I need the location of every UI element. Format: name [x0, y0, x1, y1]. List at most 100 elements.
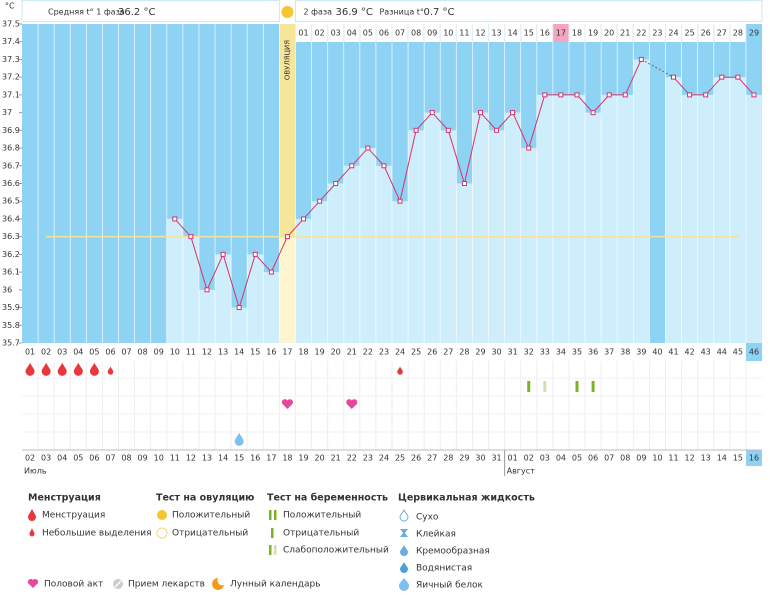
bar — [617, 94, 634, 343]
date-label: 27 — [427, 454, 437, 463]
header-text: Разница t° — [379, 8, 423, 17]
phase2-cell — [649, 24, 665, 42]
phase2-cell — [376, 24, 392, 42]
temperature-point — [284, 234, 290, 240]
phase2-day: 03 — [331, 29, 341, 38]
legend-item: Небольшие выделения — [42, 529, 152, 539]
bar — [504, 112, 521, 343]
date-label: 15 — [733, 454, 743, 463]
x-tick-label: 09 — [154, 348, 164, 357]
x-tick-label: 17 — [282, 348, 292, 357]
bar — [601, 94, 618, 343]
phase2-cell — [714, 24, 730, 42]
date-label: 06 — [588, 454, 598, 463]
header-text: 0.7 °С — [423, 7, 454, 18]
x-tick-label: 19 — [315, 348, 325, 357]
date-label: 05 — [73, 454, 83, 463]
sex-icon — [346, 399, 358, 409]
phase2-day: 17 — [556, 29, 566, 38]
bar — [215, 254, 232, 343]
temperature-point — [381, 163, 387, 169]
y-tick-label: 36.2 — [2, 250, 20, 259]
x-tick-label: 15 — [250, 348, 260, 357]
y-tick-label: 35.7 — [2, 339, 20, 348]
x-tick-label: 21 — [347, 348, 357, 357]
today-cell — [745, 343, 762, 361]
icon — [269, 545, 272, 555]
bar — [279, 236, 296, 343]
phase2-cell — [489, 24, 505, 42]
date-label: 22 — [347, 454, 357, 463]
icon — [269, 510, 272, 520]
x-tick-label: 39 — [636, 348, 646, 357]
highlight-column — [552, 24, 569, 42]
x-tick-label: 26 — [427, 348, 437, 357]
date-label: 10 — [652, 454, 662, 463]
y-tick-label: 36.7 — [2, 161, 20, 170]
x-tick-label: 34 — [556, 348, 566, 357]
temperature-point — [236, 305, 242, 311]
temperature-point — [703, 92, 709, 98]
month-label: Июль — [24, 467, 47, 476]
y-unit: °С — [5, 2, 15, 11]
phase2-cell — [730, 24, 746, 42]
phase2-day: 20 — [604, 29, 614, 38]
y-tick-label: 37.4 — [2, 37, 20, 46]
x-tick-label: 05 — [89, 348, 99, 357]
y-tick-label: 36 — [2, 285, 12, 294]
x-tick-label: 12 — [202, 348, 212, 357]
date-label: 29 — [459, 454, 469, 463]
date-label: 18 — [282, 454, 292, 463]
y-tick-label: 36.1 — [2, 268, 20, 277]
icon — [157, 510, 167, 520]
x-tick-label: 18 — [298, 348, 308, 357]
bar — [359, 148, 376, 343]
sex-icon — [281, 399, 293, 409]
x-tick-label: 29 — [475, 348, 485, 357]
temperature-point — [413, 127, 419, 133]
ovulation-label: ОВУЛЯЦИЯ — [283, 40, 291, 80]
menstruation-icon — [73, 362, 83, 376]
temperature-point — [429, 110, 435, 116]
legend-item: Положительный — [172, 511, 250, 521]
y-tick-label: 36.8 — [2, 144, 20, 153]
header-phase2 — [294, 0, 763, 22]
spotting-icon — [397, 366, 403, 375]
legend-item: Лунный календарь — [230, 580, 321, 590]
phase2-day: 13 — [491, 29, 501, 38]
date-label: 07 — [604, 454, 614, 463]
x-tick-label: 44 — [717, 348, 727, 357]
date-label: 21 — [331, 454, 341, 463]
phase2-day: 24 — [668, 29, 678, 38]
temperature-point — [301, 216, 307, 222]
pregnancy-test-positive — [575, 381, 579, 392]
phase2-cell — [456, 24, 472, 42]
phase2-day: 15 — [524, 29, 534, 38]
header-text: 36.2 °С — [118, 7, 155, 18]
temperature-point — [317, 198, 323, 204]
bar — [520, 148, 537, 343]
date-label: 03 — [41, 454, 51, 463]
x-tick-label: 31 — [508, 348, 518, 357]
y-tick-label: 37.2 — [2, 73, 20, 82]
x-tick-label: 11 — [186, 348, 196, 357]
phase2-cell — [537, 24, 553, 42]
temperature-point — [365, 145, 371, 151]
temperature-point — [622, 92, 628, 98]
temperature-point — [719, 74, 725, 80]
bar — [729, 77, 746, 344]
menstruation-icon — [57, 362, 67, 376]
bar — [681, 94, 698, 343]
temperature-point — [445, 127, 451, 133]
phase2-cell — [344, 24, 360, 42]
bar — [424, 112, 441, 343]
legend-item: Положительный — [283, 511, 361, 521]
phase2-cell — [585, 24, 601, 42]
date-label: 09 — [138, 454, 148, 463]
legend-item: Кремообразная — [416, 547, 490, 557]
bar — [231, 307, 248, 343]
date-label: 19 — [298, 454, 308, 463]
bar — [375, 165, 392, 343]
phase2-day: 16 — [540, 29, 550, 38]
y-tick-label: 36.3 — [2, 232, 20, 241]
